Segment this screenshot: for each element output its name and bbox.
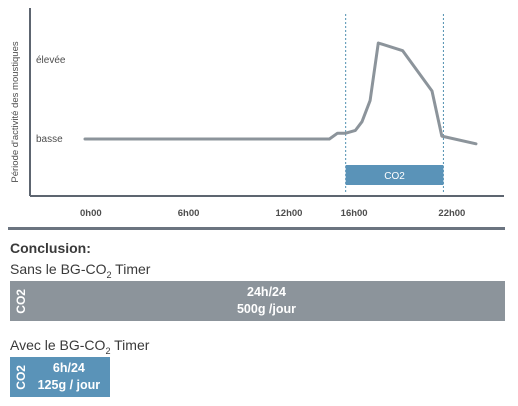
x-tick-labels: 0h00 6h00 12h00 16h00 22h00 xyxy=(80,208,465,219)
with-duration: 6h/24 xyxy=(52,361,85,375)
co2-label: CO2 xyxy=(14,288,28,314)
without-timer-bar: CO2 24h/24 500g /jour xyxy=(10,281,505,321)
without-duration: 24h/24 xyxy=(247,285,286,299)
without-timer-label: Sans le BG-CO2 Timer xyxy=(10,261,151,280)
without-dose: 500g /jour xyxy=(236,302,297,316)
y-axis-title: Période d'activité des moustiques xyxy=(10,41,21,182)
axis-lines xyxy=(29,8,504,197)
with-timer-bar: CO2 6h/24 125g / jour xyxy=(10,357,110,397)
x-tick-label: 6h00 xyxy=(178,208,200,219)
x-tick-label: 22h00 xyxy=(438,208,465,219)
y-level-labels: basse élevée xyxy=(36,55,66,145)
co2-label: CO2 xyxy=(14,364,28,390)
conclusion-title: Conclusion: xyxy=(10,240,91,256)
activity-line xyxy=(83,41,478,146)
activity-series xyxy=(83,41,478,146)
co2-interval-bar xyxy=(345,165,444,185)
section-divider xyxy=(8,227,505,230)
with-dose: 125g / jour xyxy=(37,378,101,392)
y-level-label: basse xyxy=(36,134,63,145)
activity-chart: Période d'activité des moustiques basse é… xyxy=(10,8,504,219)
with-timer-label: Avec le BG-CO2 Timer xyxy=(10,337,150,356)
x-tick-label: 16h00 xyxy=(341,208,368,219)
y-axis-title-text: Période d'activité des moustiques xyxy=(10,41,21,182)
y-level-label: élevée xyxy=(36,55,66,66)
x-tick-label: 0h00 xyxy=(80,208,102,219)
co2-interval: CO2 xyxy=(345,14,444,194)
co2-interval-label: CO2 xyxy=(384,171,405,182)
x-tick-label: 12h00 xyxy=(276,208,303,219)
